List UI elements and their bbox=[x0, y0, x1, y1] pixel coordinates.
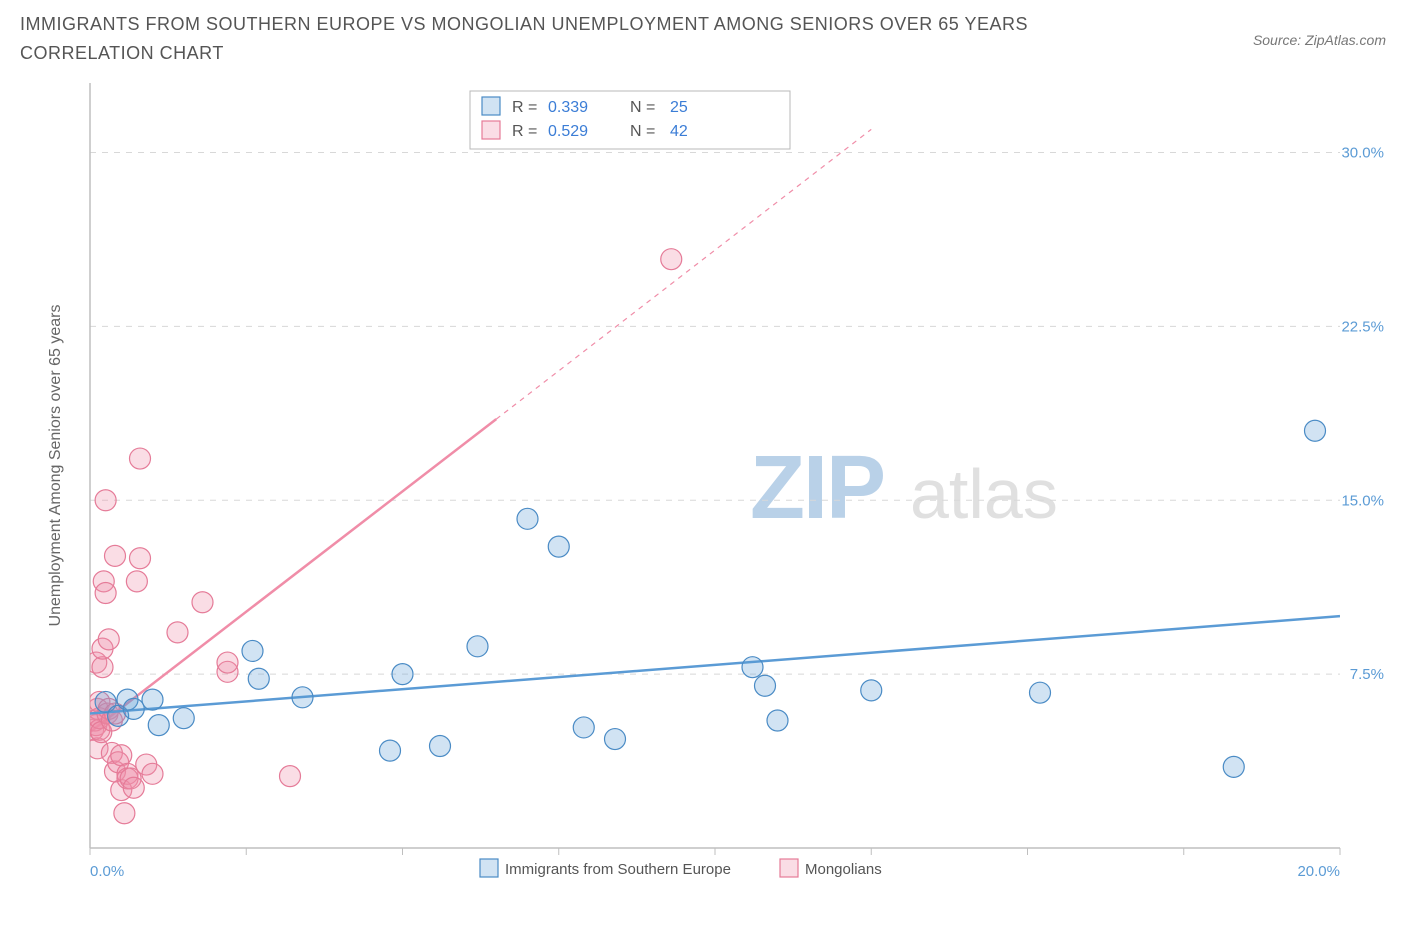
series1-point bbox=[142, 689, 163, 710]
series1-point bbox=[517, 508, 538, 529]
y-tick-label: 15.0% bbox=[1341, 492, 1384, 509]
stats-n-value: 25 bbox=[670, 99, 688, 116]
chart-container: ZIP atlas 7.5% 15.0% 22.5% 30.0% 0.0% 20.0% Unem… bbox=[20, 73, 1386, 903]
x-tick-label: 0.0% bbox=[90, 863, 124, 880]
series1-point bbox=[573, 717, 594, 738]
stats-swatch bbox=[482, 121, 500, 139]
series1-point bbox=[1030, 682, 1051, 703]
series1-point bbox=[1223, 756, 1244, 777]
series1-point bbox=[173, 707, 194, 728]
series2-point bbox=[111, 744, 132, 765]
series2-point bbox=[167, 622, 188, 643]
series2-point bbox=[126, 571, 147, 592]
stats-r-label: R = bbox=[512, 99, 537, 116]
series2-point bbox=[192, 591, 213, 612]
series1-point bbox=[548, 536, 569, 557]
series1-point bbox=[467, 635, 488, 656]
x-tick-label: 20.0% bbox=[1297, 863, 1340, 880]
series1-point bbox=[861, 679, 882, 700]
series1-trend bbox=[90, 616, 1340, 713]
series1-point bbox=[392, 663, 413, 684]
series1-point bbox=[742, 656, 763, 677]
source-label: Source: ZipAtlas.com bbox=[1253, 32, 1386, 48]
series2-point bbox=[130, 547, 151, 568]
series2-point bbox=[92, 656, 113, 677]
series1-point bbox=[292, 686, 313, 707]
scatter-chart: ZIP atlas 7.5% 15.0% 22.5% 30.0% 0.0% 20.0% Unem… bbox=[20, 73, 1386, 903]
stats-n-value: 42 bbox=[670, 123, 688, 140]
y-tick-label: 7.5% bbox=[1350, 666, 1384, 683]
series2-point bbox=[280, 765, 301, 786]
series2-point bbox=[130, 448, 151, 469]
series2-point bbox=[142, 763, 163, 784]
series2-point bbox=[123, 777, 144, 798]
legend-swatch-2 bbox=[780, 859, 798, 877]
stats-r-value: 0.529 bbox=[548, 123, 588, 140]
series1-point bbox=[380, 740, 401, 761]
series2-point bbox=[98, 628, 119, 649]
watermark-zip: ZIP bbox=[750, 438, 884, 538]
stats-r-value: 0.339 bbox=[548, 99, 588, 116]
series1-point bbox=[123, 698, 144, 719]
y-tick-label: 22.5% bbox=[1341, 318, 1384, 335]
series1-point bbox=[242, 640, 263, 661]
legend-label-1: Immigrants from Southern Europe bbox=[505, 861, 731, 878]
stats-r-label: R = bbox=[512, 123, 537, 140]
series2-point bbox=[95, 582, 116, 603]
stats-swatch bbox=[482, 97, 500, 115]
legend-swatch-1 bbox=[480, 859, 498, 877]
watermark-atlas: atlas bbox=[910, 455, 1058, 533]
stats-n-label: N = bbox=[630, 123, 655, 140]
y-axis-label: Unemployment Among Seniors over 65 years bbox=[47, 304, 64, 626]
series2-point bbox=[105, 545, 126, 566]
series1-point bbox=[1305, 420, 1326, 441]
series1-point bbox=[755, 675, 776, 696]
series1-point bbox=[148, 714, 169, 735]
series2-point bbox=[114, 802, 135, 823]
series2-trend-dash bbox=[496, 129, 871, 419]
series1-point bbox=[767, 710, 788, 731]
series2-trend bbox=[90, 419, 496, 732]
series2-point bbox=[217, 652, 238, 673]
series1-point bbox=[248, 668, 269, 689]
series1-point bbox=[605, 728, 626, 749]
series2-point bbox=[661, 248, 682, 269]
series1-point bbox=[430, 735, 451, 756]
series2-point bbox=[95, 489, 116, 510]
chart-title: IMMIGRANTS FROM SOUTHERN EUROPE VS MONGO… bbox=[20, 10, 1120, 68]
legend-label-2: Mongolians bbox=[805, 861, 882, 878]
stats-n-label: N = bbox=[630, 99, 655, 116]
y-tick-label: 30.0% bbox=[1341, 144, 1384, 161]
